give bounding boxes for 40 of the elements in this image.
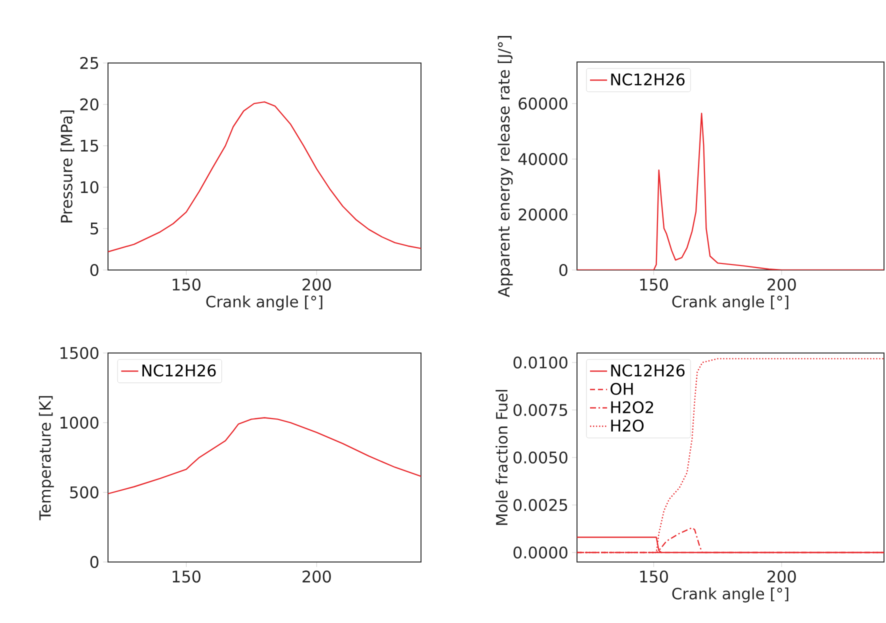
y-tick-label: 25 bbox=[80, 56, 98, 70]
x-tick-label: 150 bbox=[172, 570, 200, 583]
x-tick-label: 200 bbox=[302, 570, 331, 583]
y-axis-title: Apparent energy release rate [J/°] bbox=[498, 36, 513, 298]
x-tick-label: 200 bbox=[768, 570, 796, 583]
y-axis-title: Temperature [K] bbox=[38, 396, 54, 520]
y-tick-label: 10 bbox=[80, 181, 98, 194]
y-tick-label: 500 bbox=[70, 486, 98, 498]
x-tick-label: 200 bbox=[768, 278, 796, 291]
y-tick-label: 20 bbox=[80, 98, 98, 110]
y-tick-label: 60000 bbox=[518, 98, 568, 110]
x-tick-label: 150 bbox=[172, 278, 200, 291]
legend-label: NC12H26 bbox=[142, 364, 216, 377]
y-axis-title: Mole fraction Fuel bbox=[496, 390, 508, 525]
legend-label: NC12H26 bbox=[611, 364, 685, 377]
y-tick-label: 0.0050 bbox=[514, 451, 568, 464]
legend-label: H2O bbox=[611, 420, 644, 432]
y-tick-label: 1500 bbox=[60, 346, 98, 360]
y-tick-label: 0 bbox=[559, 264, 568, 276]
y-tick-label: 5 bbox=[90, 222, 98, 235]
y-tick-label: 0 bbox=[90, 264, 98, 276]
x-axis-title: Crank angle [°] bbox=[672, 587, 788, 602]
y-tick-label: 0.0100 bbox=[514, 356, 568, 369]
y-tick-label: 15 bbox=[80, 140, 98, 152]
legend-label: H2O2 bbox=[611, 401, 654, 414]
y-tick-label: 40000 bbox=[518, 153, 568, 166]
x-tick-label: 150 bbox=[640, 278, 668, 291]
x-tick-label: 150 bbox=[640, 570, 668, 583]
y-tick-label: 20000 bbox=[518, 208, 568, 221]
y-tick-label: 0.0025 bbox=[514, 498, 568, 512]
y-axis-title: Pressure [MPa] bbox=[60, 110, 74, 222]
y-tick-label: 0 bbox=[90, 556, 98, 568]
x-axis-title: Crank angle [°] bbox=[206, 295, 322, 310]
y-tick-label: 0.0000 bbox=[514, 546, 568, 559]
legend-label: OH bbox=[610, 382, 633, 395]
y-tick-label: 1000 bbox=[60, 416, 98, 429]
legend-label: NC12H26 bbox=[611, 73, 685, 86]
x-tick-label: 200 bbox=[302, 278, 331, 291]
x-axis-title: Crank angle [°] bbox=[672, 295, 788, 310]
y-tick-label: 0.0075 bbox=[514, 404, 568, 416]
